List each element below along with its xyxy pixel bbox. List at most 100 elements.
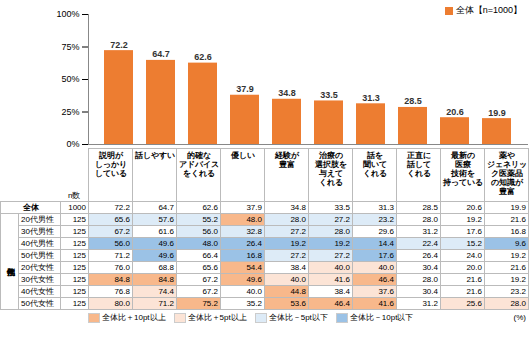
html-text:38.4: 38.4 (290, 262, 306, 272)
html-text:49.6: 49.6 (158, 238, 174, 248)
html-text:62.6: 62.6 (202, 202, 218, 212)
html-text:125: 125 (72, 262, 86, 272)
html-text:19.2: 19.2 (466, 214, 482, 224)
html-text:24.0: 24.0 (466, 250, 482, 260)
html-text:19.2: 19.2 (510, 250, 526, 260)
html-text:16.8: 16.8 (246, 250, 262, 260)
html-text:34.8: 34.8 (290, 202, 306, 212)
html-text:19.2: 19.2 (334, 238, 350, 248)
html-text:125: 125 (72, 214, 86, 224)
html-text:32.8: 32.8 (246, 226, 262, 236)
html-text:全体: 全体 (22, 202, 39, 212)
svg-text:37.9: 37.9 (236, 84, 254, 94)
html-text:84.8: 84.8 (158, 274, 174, 284)
html-text:16.8: 16.8 (510, 226, 526, 236)
html-text:17.6: 17.6 (466, 226, 482, 236)
html-text:全体【n=1000】: 全体【n=1000】 (455, 5, 522, 15)
html-text:26.4: 26.4 (422, 250, 438, 260)
html-text:31.2: 31.2 (422, 226, 438, 236)
html-text:21.6: 21.6 (510, 214, 526, 224)
html-text:20.6: 20.6 (466, 202, 482, 212)
html-text:67.2: 67.2 (114, 226, 130, 236)
svg-text:50%: 50% (61, 74, 79, 84)
html-text:50代男性: 50代男性 (21, 250, 54, 260)
html-text:33.5: 33.5 (334, 202, 350, 212)
svg-text:20.6: 20.6 (446, 107, 464, 117)
html-text:28.0: 28.0 (290, 214, 306, 224)
html-text:30代女性: 30代女性 (21, 274, 54, 284)
html-text:40.0: 40.0 (334, 262, 350, 272)
html-text:29.6: 29.6 (378, 226, 394, 236)
html-text:治療の 選択肢を 与えて くれる: 治療の 選択肢を 与えて くれる (314, 151, 347, 187)
svg-text:34.8: 34.8 (278, 88, 296, 98)
html-text:65.6: 65.6 (114, 214, 130, 224)
html-text:22.4: 22.4 (422, 238, 438, 248)
html-text:27.2: 27.2 (290, 250, 306, 260)
html-text:54.4: 54.4 (246, 262, 262, 272)
svg-text:64.7: 64.7 (152, 49, 170, 59)
html-text:27.2: 27.2 (290, 226, 306, 236)
html-text:的確な アドバイス をくれる: 的確な アドバイス をくれる (178, 151, 219, 178)
html-text:57.6: 57.6 (158, 214, 174, 224)
svg-text:33.5: 33.5 (320, 90, 338, 100)
html-text:19.2: 19.2 (290, 238, 306, 248)
html-text:56.0: 56.0 (202, 226, 218, 236)
html-text:最新の 医療 技術を 持っている: 最新の 医療 技術を 持っている (442, 151, 483, 187)
svg-text:0%: 0% (66, 139, 79, 148)
html-text:説明が しっかり している: 説明が しっかり している (94, 151, 127, 178)
html-text:61.6: 61.6 (158, 226, 174, 236)
html-text:76.0: 76.0 (114, 262, 130, 272)
svg-text:25%: 25% (61, 107, 79, 117)
html-text:経験が 豊富: 経験が 豊富 (274, 151, 299, 169)
html-text:30代男性: 30代男性 (21, 226, 54, 236)
svg-text:72.2: 72.2 (110, 40, 128, 50)
html-text:49.6: 49.6 (158, 250, 174, 260)
html-text:48.0: 48.0 (202, 238, 218, 248)
svg-text:31.3: 31.3 (362, 93, 380, 103)
html-text:17.6: 17.6 (378, 250, 394, 260)
html-text:125: 125 (72, 250, 86, 260)
html-text:71.2: 71.2 (114, 250, 130, 260)
html-text:30.4: 30.4 (422, 262, 438, 272)
svg-text:19.9: 19.9 (488, 108, 506, 118)
html-text:20代男性: 20代男性 (21, 214, 54, 224)
svg-text:75%: 75% (61, 42, 79, 52)
html-text:20代女性: 20代女性 (21, 262, 54, 272)
html-text:40.0: 40.0 (378, 262, 394, 272)
html-text:21.6: 21.6 (510, 262, 526, 272)
html-text:正直に 話して くれる: 正直に 話して くれる (406, 151, 431, 178)
html-text:14.4: 14.4 (378, 238, 394, 248)
html-text:84.8: 84.8 (114, 274, 130, 284)
html-text:23.2: 23.2 (378, 214, 394, 224)
html-text:55.2: 55.2 (202, 214, 218, 224)
html-text:15.2: 15.2 (466, 238, 482, 248)
html-text:1000: 1000 (68, 202, 86, 212)
html-text:72.2: 72.2 (114, 202, 130, 212)
html-text:68.8: 68.8 (158, 262, 174, 272)
html-text:28.0: 28.0 (422, 214, 438, 224)
html-text:薬や ジェネリッ ク医薬品 の知識が 豊富: 薬や ジェネリッ ク医薬品 の知識が 豊富 (486, 151, 527, 196)
html-text:65.6: 65.6 (202, 262, 218, 272)
html-text:37.9: 37.9 (246, 202, 262, 212)
html-text:27.2: 27.2 (334, 214, 350, 224)
html-text:66.4: 66.4 (202, 250, 218, 260)
svg-text:100%: 100% (56, 9, 79, 19)
svg-text:62.6: 62.6 (194, 52, 212, 62)
html-text:125: 125 (72, 226, 86, 236)
html-text:27.2: 27.2 (334, 250, 350, 260)
html-text:48.0: 48.0 (246, 214, 262, 224)
html-text:9.6: 9.6 (514, 238, 526, 248)
html-text:56.0: 56.0 (114, 238, 130, 248)
html-text:28.5: 28.5 (422, 202, 438, 212)
html-text:64.7: 64.7 (158, 202, 174, 212)
svg-text:28.5: 28.5 (404, 96, 422, 106)
html-text:20.0: 20.0 (466, 262, 482, 272)
html-text:125: 125 (72, 238, 86, 248)
html-text:28.0: 28.0 (334, 226, 350, 236)
html-text:話を 聞いて くれる: 話を 聞いて くれる (362, 151, 387, 178)
html-text:19.9: 19.9 (510, 202, 526, 212)
html-text:31.3: 31.3 (378, 202, 394, 212)
html-text:26.4: 26.4 (246, 238, 262, 248)
html-text:125: 125 (72, 274, 86, 284)
html-text:40代男性: 40代男性 (21, 238, 54, 248)
